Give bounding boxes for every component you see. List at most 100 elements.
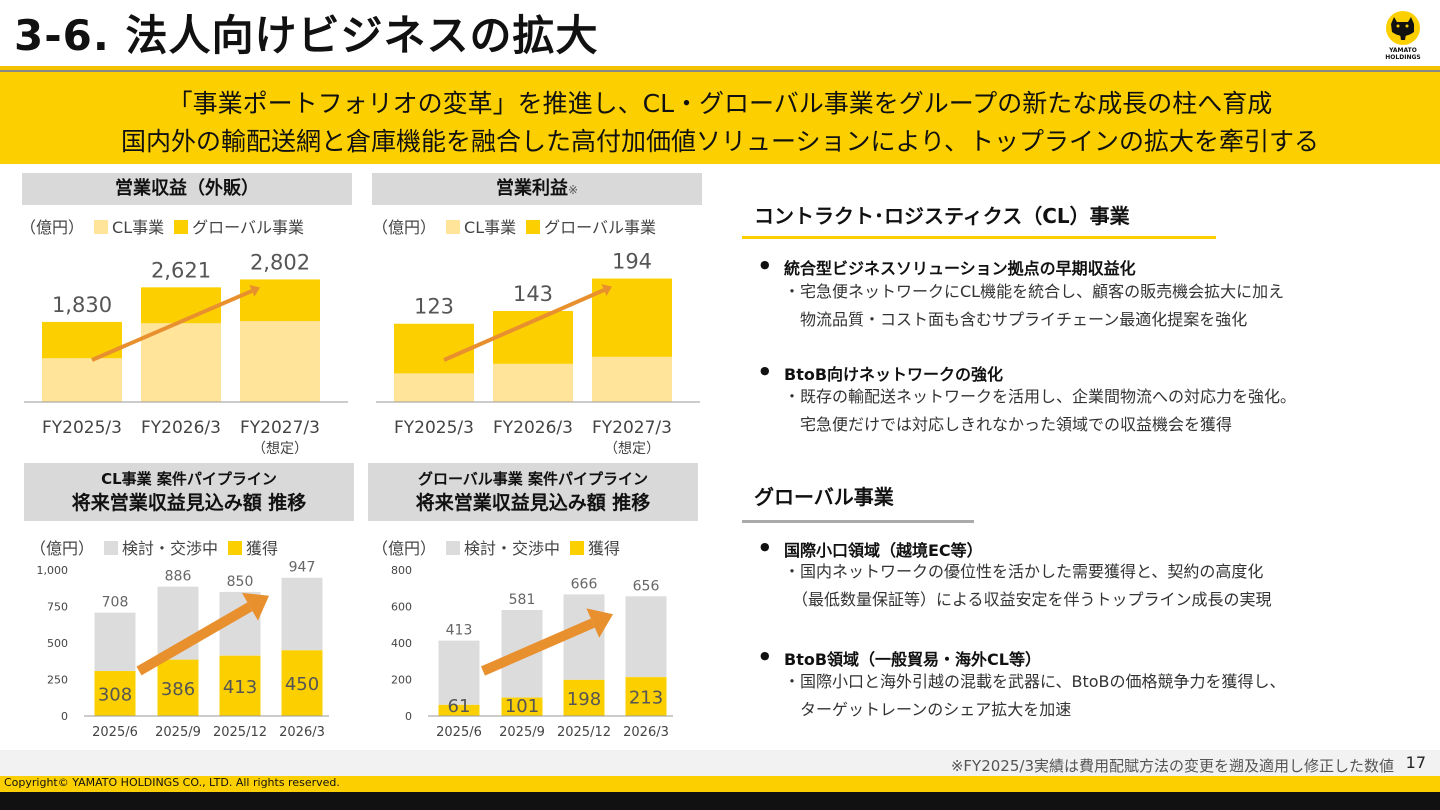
negotiating-swatch: [104, 541, 119, 555]
profit-bar-cl: [394, 373, 474, 402]
global-pipeline-y-tick-label: 400: [391, 637, 412, 650]
global-pipeline-bar-won: [501, 697, 543, 716]
global-pipeline-y-tick-label: 0: [405, 710, 412, 723]
profit-bar-cl: [592, 356, 672, 402]
global-pipeline-total-label: 666: [571, 576, 598, 592]
legend-negotiating: 検討・交渉中: [464, 539, 561, 558]
revenue-legend: （億円） CL事業 グローバル事業: [20, 214, 304, 238]
cl-item-1-line-2: 物流品質・コスト面も含むサプライチェーン最適化提案を強化: [784, 310, 1248, 329]
global-pipeline-trend-arrow-head: [586, 608, 613, 638]
title-underline-gray: [0, 70, 1440, 72]
revenue-bar-cl: [42, 358, 122, 402]
global-pipeline-won-label: 198: [567, 689, 601, 710]
legend-won: 獲得: [588, 539, 621, 558]
legend-won: 獲得: [246, 539, 279, 558]
cl-pipeline-bar-negotiating: [94, 612, 136, 672]
global-pipeline-bar-negotiating: [438, 640, 480, 705]
global-pipeline-title-2: 将来営業収益見込み額 推移: [415, 492, 651, 514]
revenue-total-label: 2,621: [151, 258, 211, 282]
revenue-x-tick-note: （想定）: [252, 441, 308, 457]
revenue-bar-global: [141, 287, 221, 324]
cl-pipeline-y-tick-label: 750: [47, 601, 68, 614]
cl-pipeline-won-label: 450: [285, 674, 319, 695]
key-message-banner: 「事業ポートフォリオの変革」を推進し、CL・グローバル事業をグループの新たな成長…: [0, 72, 1440, 164]
legend-cl: CL事業: [112, 218, 165, 237]
legend-negotiating: 検討・交渉中: [122, 539, 219, 558]
global-item-2-text: ・国際小口と海外引越の混載を武器に、BtoBの価格競争力を獲得し、 ターゲットレ…: [784, 668, 1286, 724]
negotiating-swatch: [446, 541, 461, 555]
cl-pipeline-x-tick-label: 2026/3: [279, 725, 325, 740]
revenue-total-label: 2,802: [250, 250, 310, 274]
copyright: Copyright© YAMATO HOLDINGS CO., LTD. All…: [4, 776, 340, 789]
cl-pipeline-total-label: 850: [227, 574, 254, 590]
cl-item-1-line-1: ・宅急便ネットワークにCL機能を統合し、顧客の販売機会拡大に加え: [784, 282, 1285, 301]
profit-x-tick-label: FY2025/3: [394, 418, 474, 438]
global-item-1-line-2: （最低数量保証等）による収益安定を伴うトップライン成長の実現: [784, 590, 1272, 609]
global-pipeline-y-tick-label: 200: [391, 674, 412, 687]
profit-x-tick-note: （想定）: [604, 441, 660, 457]
cl-pipeline-total-label: 886: [165, 569, 192, 585]
global-pipeline-bar-won: [563, 679, 605, 716]
revenue-title-text: 営業収益（外販）: [115, 178, 259, 199]
profit-trend-arrow-shaft: [443, 288, 605, 362]
global-pipeline-won-label: 101: [505, 696, 539, 717]
profit-bar-cl: [493, 363, 573, 402]
cl-pipeline-x-tick-label: 2025/9: [155, 725, 201, 740]
profit-unit: （億円）: [372, 218, 437, 237]
global-pipeline-trend-arrow-shaft: [481, 618, 595, 676]
page-number: 17: [1405, 753, 1426, 772]
profit-title-text: 営業利益: [495, 178, 568, 199]
global-pipeline-won-label: 213: [629, 688, 663, 709]
black-cat-logo-icon: YAMATO HOLDINGS: [1385, 11, 1421, 61]
global-item-2-heading: BtoB領域（一般貿易・海外CL等）: [760, 646, 1041, 670]
profit-chart: 123 FY2025/3 143 FY2026/3 194 FY2027/3 （想定）: [376, 250, 700, 457]
global-pipeline-x-tick-label: 2026/3: [623, 725, 669, 740]
global-pipeline-total-label: 656: [633, 578, 660, 594]
cl-pipeline-bar-won: [94, 671, 136, 716]
cl-pipeline-total-label: 947: [289, 560, 316, 576]
cl-pipeline-trend-arrow-shaft: [136, 602, 253, 676]
cl-pipeline-x-tick-label: 2025/12: [213, 725, 267, 740]
cl-swatch: [94, 220, 109, 234]
revenue-chart: 1,830 FY2025/3 2,621 FY2026/3 2,802 FY2027/3 （…: [24, 250, 348, 457]
global-item-2-line-2: ターゲットレーンのシェア拡大を加速: [784, 700, 1072, 719]
cl-item-2-text: ・既存の輸配送ネットワークを活用し、企業間物流への対応力を強化。 宅急便だけでは…: [784, 383, 1296, 439]
global-pipeline-title-1: グローバル事業 案件パイプライン: [417, 470, 649, 488]
footer-black-bar: [0, 792, 1440, 810]
cl-section-rule: [742, 236, 1216, 239]
global-pipeline-panel-title: グローバル事業 案件パイプライン 将来営業収益見込み額 推移: [368, 463, 698, 521]
banner-line-1: 「事業ポートフォリオの変革」を推進し、CL・グローバル事業をグループの新たな成長…: [167, 89, 1273, 118]
global-pipeline-legend: （億円） 検討・交渉中 獲得: [372, 535, 620, 559]
global-pipeline-bar-negotiating: [625, 596, 667, 678]
revenue-x-tick-label: FY2027/3: [240, 418, 320, 438]
global-pipeline-bar-won: [625, 677, 667, 716]
global-swatch: [526, 220, 541, 234]
revenue-panel-title: 営業収益（外販）: [22, 173, 352, 205]
profit-total-label: 194: [612, 250, 652, 274]
cl-pipeline-y-tick-label: 1,000: [37, 564, 69, 577]
revenue-bar-cl: [141, 323, 221, 402]
cl-pipeline-panel-title: CL事業 案件パイプライン 将来営業収益見込み額 推移: [24, 463, 354, 521]
cl-pipeline-bar-won: [157, 659, 199, 716]
yamato-logo: YAMATO HOLDINGS: [1378, 10, 1428, 62]
cl-pipeline-unit: （億円）: [30, 539, 95, 558]
global-swatch: [174, 220, 189, 234]
cl-pipeline-won-label: 413: [223, 677, 257, 698]
profit-x-tick-label: FY2026/3: [493, 418, 573, 438]
global-pipeline-y-tick-label: 600: [391, 601, 412, 614]
global-pipeline-x-tick-label: 2025/12: [557, 725, 611, 740]
global-pipeline-y-tick-label: 800: [391, 564, 412, 577]
global-item-1-line-1: ・国内ネットワークの優位性を活かした需要獲得と、契約の高度化: [784, 562, 1264, 581]
profit-bar-global: [394, 323, 474, 374]
footer-bar: [0, 776, 1440, 792]
cl-pipeline-bar-negotiating: [281, 577, 323, 651]
cl-item-2-line-2: 宅急便だけでは対応しきれなかった領域での収益機会を獲得: [784, 415, 1233, 434]
cl-pipeline-bar-won: [219, 655, 261, 716]
global-section-heading: グローバル事業: [754, 485, 894, 509]
won-swatch: [228, 541, 243, 555]
profit-title-note: ※: [567, 183, 579, 197]
revenue-trend-arrow-shaft: [91, 289, 253, 362]
cl-pipeline-chart: 0 250 500 750 1,000 708 308 2025/6 886 386 2025/9 8…: [37, 560, 329, 740]
cl-pipeline-y-tick-label: 0: [61, 710, 68, 723]
global-pipeline-won-label: 61: [448, 696, 471, 717]
